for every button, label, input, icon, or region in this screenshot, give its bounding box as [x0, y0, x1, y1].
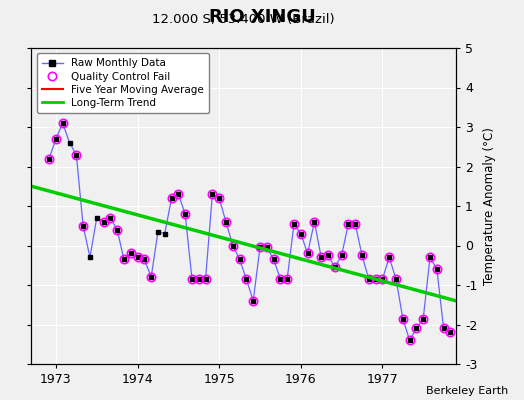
- Text: RIO XINGU: RIO XINGU: [209, 8, 315, 26]
- Title: 12.000 S, 53.400 W (Brazil): 12.000 S, 53.400 W (Brazil): [152, 13, 335, 26]
- Y-axis label: Temperature Anomaly (°C): Temperature Anomaly (°C): [483, 127, 496, 285]
- Legend: Raw Monthly Data, Quality Control Fail, Five Year Moving Average, Long-Term Tren: Raw Monthly Data, Quality Control Fail, …: [37, 53, 209, 113]
- Text: Berkeley Earth: Berkeley Earth: [426, 386, 508, 396]
